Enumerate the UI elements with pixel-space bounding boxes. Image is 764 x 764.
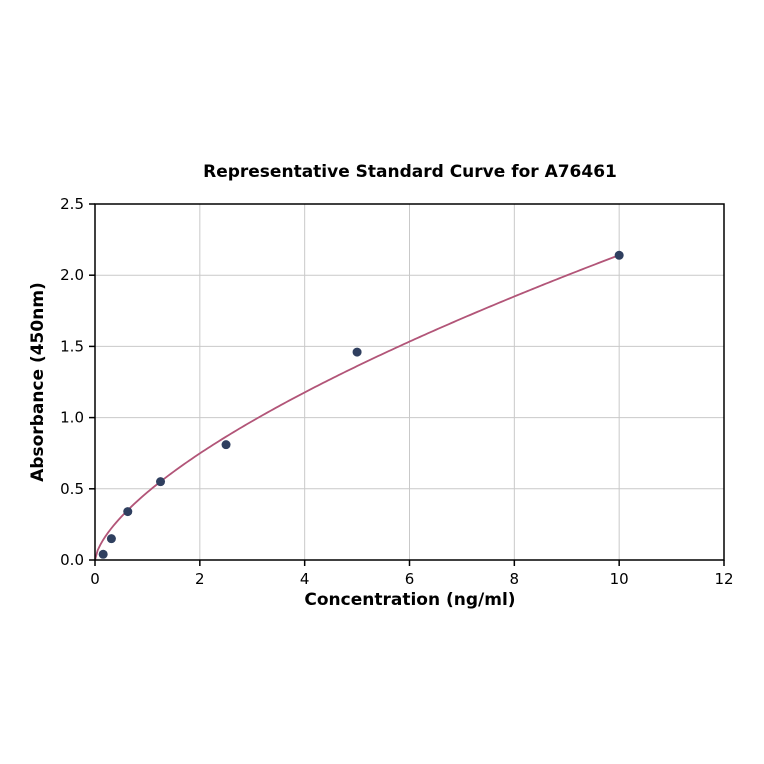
x-tick-label: 0 — [90, 570, 100, 588]
data-point — [106, 534, 116, 544]
x-tick-label: 10 — [610, 570, 629, 588]
y-tick-label: 2.5 — [60, 195, 84, 213]
data-point — [156, 477, 166, 487]
y-tick-label: 2.0 — [60, 266, 84, 284]
y-tick-label: 0.5 — [60, 480, 84, 498]
x-tick-label: 6 — [405, 570, 415, 588]
data-point — [98, 549, 108, 559]
x-tick-label: 2 — [195, 570, 205, 588]
y-tick-label: 1.5 — [60, 337, 84, 355]
x-tick-label: 4 — [300, 570, 310, 588]
y-tick-label: 1.0 — [60, 409, 84, 427]
x-tick-label: 12 — [714, 570, 733, 588]
x-axis-label: Concentration (ng/ml) — [304, 590, 516, 610]
data-point — [352, 347, 362, 357]
y-tick-label: 0.0 — [60, 551, 84, 569]
fit-curve — [94, 254, 620, 561]
x-tick-label: 8 — [510, 570, 520, 588]
data-point — [123, 507, 133, 517]
data-point — [221, 440, 231, 450]
chart-title: Representative Standard Curve for A76461 — [203, 162, 617, 182]
data-point — [614, 250, 624, 260]
